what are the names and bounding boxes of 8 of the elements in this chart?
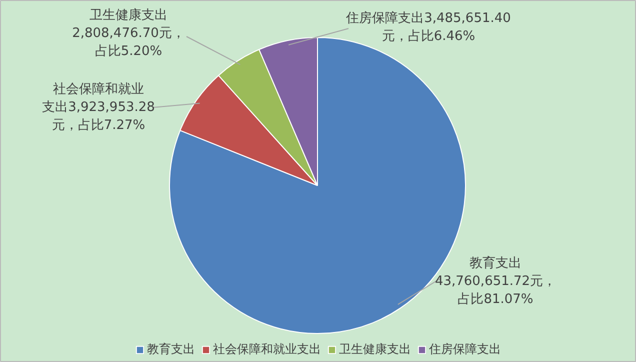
legend-label: 住房保障支出 <box>429 341 501 358</box>
legend-label: 教育支出 <box>147 341 195 358</box>
legend-label: 卫生健康支出 <box>339 341 411 358</box>
legend-label: 社会保障和就业支出 <box>213 341 321 358</box>
data-label: 卫生健康支出2,808,476.70元，占比5.20% <box>72 8 185 59</box>
data-label: 教育支出43,760,651.72元，占比81.07% <box>434 255 556 307</box>
data-label: 住房保障支出3,485,651.40元，占比6.46% <box>345 10 511 44</box>
data-label: 社会保障和就业支出3,923,953.28元，占比7.27% <box>42 82 155 133</box>
